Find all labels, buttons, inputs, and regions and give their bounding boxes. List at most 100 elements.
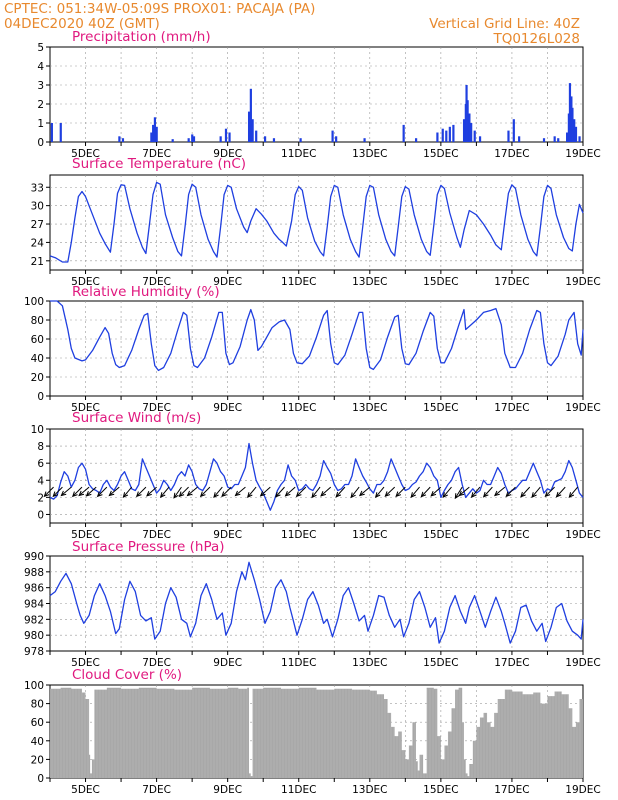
wind-ytick-label: 8 (37, 441, 44, 453)
wind-ytick-label: 6 (37, 458, 44, 470)
humidity-ytick-label: 100 (24, 296, 44, 308)
wind-ytick-label: 0 (37, 509, 44, 521)
precipitation-ytick-label: 3 (37, 80, 44, 92)
humidity-ytick-label: 60 (31, 334, 44, 346)
temperature-xtick-label: 7DEC (142, 276, 171, 288)
pressure-xtick-label: 13DEC (352, 657, 387, 669)
wind-arrow (320, 486, 332, 497)
precip-bar (478, 136, 482, 142)
precip-bar (507, 130, 510, 142)
precipitation-xtick-label: 15DEC (423, 148, 458, 160)
wind-arrow (122, 486, 133, 498)
wind-arrow (285, 486, 296, 497)
pressure-title: Surface Pressure (hPa) (72, 539, 225, 555)
precip-bar (272, 138, 276, 142)
precip-bar (224, 128, 228, 142)
wind-arrow-head (146, 490, 152, 497)
wind-arrow-head (96, 491, 103, 498)
precipitation-ytick-label: 5 (37, 42, 44, 54)
wind-ytick-label: 4 (37, 475, 44, 487)
precip-bar (470, 123, 473, 142)
wind-arrow (568, 486, 579, 498)
pressure-xtick-label: 7DEC (142, 657, 171, 669)
wind-arrow-head (159, 492, 166, 498)
wind-arrow-head (470, 492, 477, 498)
wind-arrow (173, 486, 182, 499)
pressure-ytick-label: 980 (24, 630, 44, 642)
humidity-xtick-label: 7DEC (142, 402, 171, 414)
humidity-ytick-label: 80 (31, 315, 44, 327)
wind-arrow (52, 486, 63, 497)
precip-bar (578, 136, 581, 142)
precip-bar (171, 139, 174, 142)
wind-arrow (311, 486, 321, 498)
wind-arrow-head (335, 491, 342, 498)
precip-bar (249, 88, 252, 142)
wind-arrow-head (71, 491, 78, 498)
wind-arrow-head (43, 491, 50, 498)
wind-arrow-head (430, 490, 437, 497)
wind-arrow-head (505, 491, 512, 498)
precipitation-title: Precipitation (mm/h) (72, 29, 211, 45)
wind-xtick-label: 13DEC (352, 529, 387, 541)
wind-arrow-head (454, 493, 460, 500)
pressure-xtick-label: 11DEC (281, 657, 316, 669)
wind-arrow-head (173, 492, 179, 499)
precipitation-frame (49, 46, 584, 143)
precip-bar (473, 130, 476, 142)
precip-bar (150, 132, 153, 142)
wind-arrow-head (52, 491, 59, 498)
wind-arrow (260, 486, 271, 497)
wind-arrow (335, 486, 346, 498)
wind-arrow (109, 486, 120, 496)
wind-arrow (545, 486, 555, 497)
temperature-xtick-label: 11DEC (281, 276, 316, 288)
wind-xtick-label: 19DEC (565, 529, 600, 541)
wind-arrow (213, 486, 223, 498)
precip-bar (118, 136, 121, 142)
precipitation-xtick-label: 17DEC (494, 148, 529, 160)
cloud-cover-area (50, 687, 583, 778)
precipitation-panel: 0 1 2 3 4 5 5DEC 7DEC 9DEC 11DEC 13DEC 15DEC 17DEC 19… (37, 29, 600, 160)
temperature-ytick-label: 27 (31, 219, 44, 231)
wind-arrow (44, 486, 54, 497)
wind-arrow (454, 486, 463, 499)
wind-arrow (296, 486, 307, 497)
humidity-ytick-label: 0 (37, 391, 44, 403)
cloud-ytick-label: 40 (31, 736, 44, 748)
precipitation-xtick-label: 7DEC (142, 148, 171, 160)
temperature-xtick-label: 15DEC (423, 276, 458, 288)
humidity-xtick-label: 19DEC (565, 402, 600, 414)
precip-bar (187, 138, 190, 142)
pressure-xtick-label: 17DEC (494, 657, 529, 669)
precip-bar (255, 130, 258, 142)
precip-bar (571, 107, 574, 142)
precip-bar (363, 138, 366, 142)
wind-arrow-head (122, 492, 129, 498)
pressure-ytick-label: 978 (24, 646, 44, 658)
temperature-ytick-label: 24 (31, 237, 45, 249)
temperature-xtick-label: 17DEC (494, 276, 529, 288)
wind-xtick-label: 9DEC (213, 529, 242, 541)
temperature-xtick-label: 13DEC (352, 276, 387, 288)
cloud-ytick-label: 80 (31, 699, 44, 711)
humidity-xtick-label: 11DEC (281, 402, 316, 414)
wind-arrow (97, 486, 108, 497)
wind-arrow-head (259, 490, 266, 497)
wind-arrow-head (350, 492, 356, 499)
wind-arrow-head (395, 491, 402, 498)
humidity-title: Relative Humidity (%) (72, 284, 220, 300)
pressure-xtick-label: 19DEC (565, 657, 600, 669)
wind-arrow (375, 486, 385, 498)
wind-arrow (136, 486, 147, 497)
temperature-xtick-label: 9DEC (213, 276, 242, 288)
wind-ytick-label: 2 (37, 492, 44, 504)
precip-bar (263, 136, 267, 142)
temperature-title: Surface Temperature (nC) (72, 156, 246, 172)
wind-arrow (78, 486, 90, 496)
humidity-xtick-label: 15DEC (423, 402, 458, 414)
precip-bar (512, 119, 515, 142)
precip-bar (542, 138, 546, 142)
wind-ytick-label: 10 (31, 424, 44, 436)
precip-bar (557, 138, 560, 142)
